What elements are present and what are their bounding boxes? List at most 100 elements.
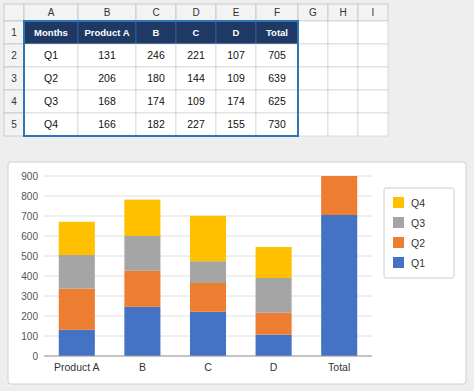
cell — [256, 44, 298, 67]
header-cell — [136, 21, 176, 44]
cell — [216, 90, 256, 113]
chart-background — [8, 162, 466, 384]
cell-text: 107 — [227, 49, 245, 61]
bar-segment — [190, 216, 226, 261]
bar-segment — [190, 261, 226, 283]
x-tick-label: Product A — [54, 361, 100, 373]
y-tick-label: 300 — [21, 291, 38, 302]
selection-border — [24, 21, 298, 136]
cell-text: 206 — [98, 72, 116, 84]
column-letter: I — [372, 7, 375, 18]
column-letter-cell — [256, 4, 298, 21]
cell-text: 155 — [227, 118, 245, 130]
bars — [59, 176, 357, 356]
cell — [24, 67, 78, 90]
legend-swatch — [393, 257, 404, 268]
cell-text: 131 — [98, 49, 116, 61]
bar-segment — [256, 278, 292, 313]
cell — [328, 44, 358, 67]
bar-segment — [256, 313, 292, 335]
cell-text: 168 — [98, 95, 116, 107]
column-letter-cell — [136, 4, 176, 21]
cell-text: 109 — [187, 95, 205, 107]
header-text: B — [153, 27, 160, 38]
cell — [176, 113, 216, 136]
y-tick-label: 900 — [21, 171, 38, 182]
header-text: Total — [266, 27, 288, 38]
bar-segment — [59, 289, 95, 330]
cell — [136, 90, 176, 113]
column-letter: B — [104, 7, 111, 18]
cell — [216, 67, 256, 90]
cell — [176, 67, 216, 90]
cell-text: 180 — [147, 72, 165, 84]
cell-text: 109 — [227, 72, 245, 84]
cell-text: 625 — [268, 95, 286, 107]
cell-text: 182 — [147, 118, 165, 130]
cell — [298, 21, 328, 44]
bar-segment — [124, 307, 160, 356]
cell — [256, 67, 298, 90]
cell-text: Q3 — [44, 95, 58, 107]
cell-text: 221 — [187, 49, 205, 61]
cell — [216, 113, 256, 136]
cell — [298, 90, 328, 113]
column-letter: G — [309, 7, 317, 18]
bar-segment — [190, 312, 226, 356]
cell-text: 174 — [147, 95, 165, 107]
header-text: D — [233, 27, 240, 38]
column-letter-cell — [328, 4, 358, 21]
cell-text: Q2 — [44, 72, 58, 84]
cell — [136, 113, 176, 136]
cell — [136, 67, 176, 90]
corner-cell — [4, 4, 24, 21]
column-letter: C — [152, 7, 159, 18]
cell — [298, 44, 328, 67]
row-number-cell — [4, 21, 24, 44]
bar-segment — [321, 215, 357, 356]
cell — [176, 90, 216, 113]
header-cell — [176, 21, 216, 44]
cell — [24, 90, 78, 113]
chart: 0100200300400500600700800900Product ABCD… — [8, 162, 466, 384]
header-text: Months — [34, 27, 68, 38]
bar-segment — [59, 330, 95, 356]
cell — [358, 67, 388, 90]
cell — [78, 90, 136, 113]
legend-swatch — [393, 237, 404, 248]
column-letter: A — [48, 7, 55, 18]
x-tick-label: B — [139, 361, 146, 373]
cell — [328, 90, 358, 113]
cell-text: 227 — [187, 118, 205, 130]
y-tick-label: 700 — [21, 211, 38, 222]
header-cell — [256, 21, 298, 44]
bar-segment — [256, 247, 292, 278]
legend-label: Q4 — [411, 197, 425, 209]
row-number-cell — [4, 90, 24, 113]
cell — [24, 44, 78, 67]
cell — [298, 113, 328, 136]
cell — [176, 44, 216, 67]
column-letter: D — [192, 7, 199, 18]
bar-segment — [59, 255, 95, 289]
header-text: C — [193, 27, 200, 38]
column-letter-cell — [358, 4, 388, 21]
y-tick-label: 200 — [21, 311, 38, 322]
x-axis-line — [44, 356, 372, 357]
bar-segment — [321, 176, 357, 215]
header-cell — [78, 21, 136, 44]
cell — [256, 90, 298, 113]
column-letter-cell — [78, 4, 136, 21]
column-letter: H — [339, 7, 346, 18]
column-letter-cell — [216, 4, 256, 21]
column-letter: F — [274, 7, 280, 18]
cell — [78, 67, 136, 90]
y-tick-label: 400 — [21, 271, 38, 282]
page: ABCDEFGHI1MonthsProduct ABCDTotal2Q11312… — [0, 0, 474, 391]
row-number: 4 — [11, 96, 17, 107]
column-letter-cell — [176, 4, 216, 21]
cell-text: Q1 — [44, 49, 58, 61]
cell — [256, 113, 298, 136]
cell-text: 166 — [98, 118, 116, 130]
row-number: 5 — [11, 119, 17, 130]
